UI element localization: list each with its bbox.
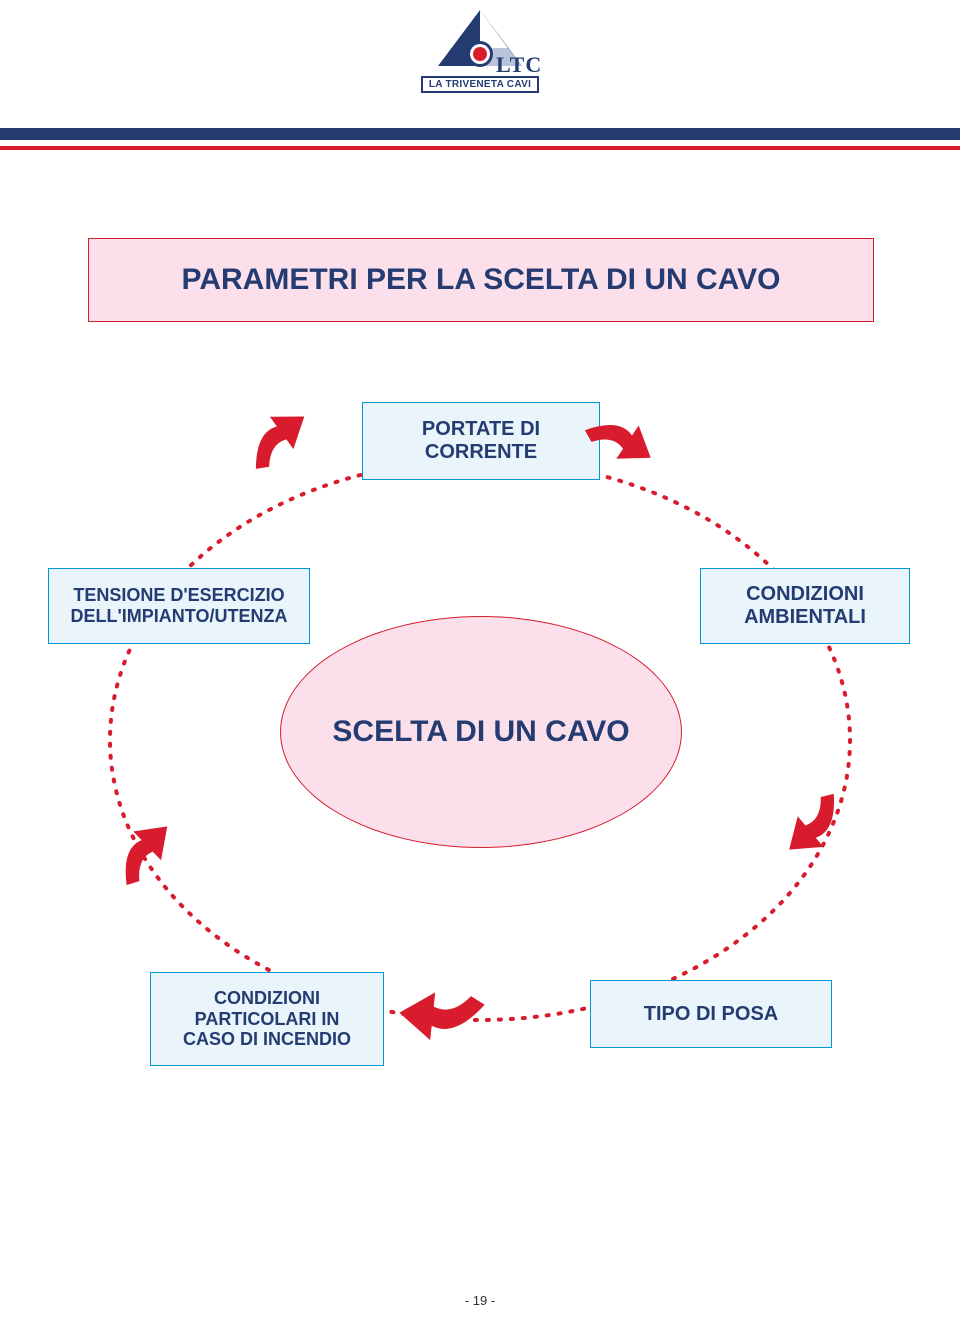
- node-incendio: CONDIZIONI PARTICOLARI IN CASO DI INCEND…: [150, 972, 384, 1066]
- node-posa: TIPO DI POSA: [590, 980, 832, 1048]
- arrow-a4: [391, 982, 493, 1059]
- center-node: SCELTA DI UN CAVO: [280, 616, 682, 848]
- node-tensione: TENSIONE D'ESERCIZIO DELL'IMPIANTO/UTENZ…: [48, 568, 310, 644]
- node-condamb: CONDIZIONI AMBIENTALI: [700, 568, 910, 644]
- page-number: - 19 -: [0, 1293, 960, 1308]
- node-portate: PORTATE DI CORRENTE: [362, 402, 600, 480]
